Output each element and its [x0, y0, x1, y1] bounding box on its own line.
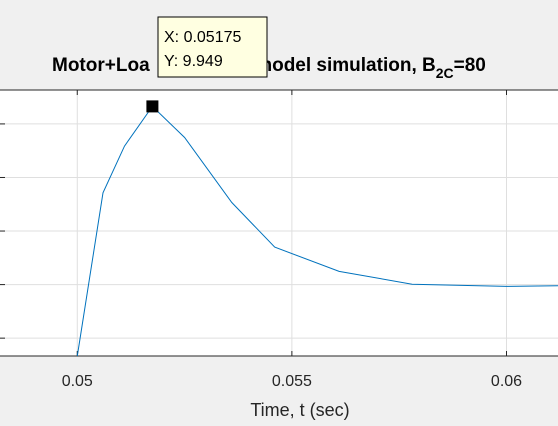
x-tick-label: 0.06	[491, 373, 522, 390]
x-tick-label: 0.05	[62, 373, 93, 390]
x-axis-label: Time, t (sec)	[250, 400, 349, 420]
datatip-y-text: Y: 9.949	[164, 53, 223, 70]
x-grid	[76, 90, 507, 356]
datatip-box[interactable]	[157, 16, 268, 78]
x-tick-label: 0.055	[272, 373, 312, 390]
title-subscript: 2C	[436, 65, 454, 81]
datatip[interactable]: X: 0.05175 Y: 9.949	[157, 16, 268, 78]
title-part-tail: l model simulation, B	[245, 55, 436, 76]
series-line[interactable]	[76, 105, 558, 357]
title-part-end: =80	[454, 55, 486, 76]
series-layer	[76, 105, 558, 357]
y-grid	[0, 123, 558, 339]
plot-area[interactable]	[0, 90, 558, 356]
title-part-main: Motor+Loa	[52, 55, 150, 76]
datatip-marker[interactable]	[146, 100, 159, 113]
datatip-x-text: X: 0.05175	[164, 29, 242, 46]
chart-title: Motor+Loa l model simulation, B2C=80	[52, 55, 486, 81]
y-ticks	[0, 123, 5, 339]
x-tick-labels: 0.05 0.055 0.06	[62, 373, 522, 390]
